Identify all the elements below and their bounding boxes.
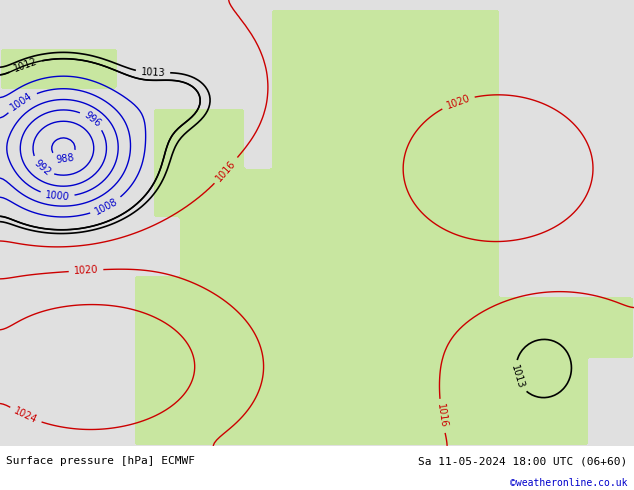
Text: ©weatheronline.co.uk: ©weatheronline.co.uk <box>510 478 628 489</box>
Text: 1008: 1008 <box>93 196 119 217</box>
Text: 1016: 1016 <box>435 403 449 429</box>
Text: 1013: 1013 <box>141 67 165 78</box>
Text: 1013: 1013 <box>509 364 526 390</box>
Text: 1020: 1020 <box>74 265 99 276</box>
Text: 1020: 1020 <box>444 93 471 111</box>
Text: 1024: 1024 <box>12 406 39 425</box>
Text: Sa 11-05-2024 18:00 UTC (06+60): Sa 11-05-2024 18:00 UTC (06+60) <box>418 456 628 466</box>
Text: 1000: 1000 <box>44 190 70 202</box>
Text: 996: 996 <box>82 110 103 129</box>
Text: 1012: 1012 <box>12 56 39 74</box>
Text: 1004: 1004 <box>9 91 35 113</box>
Text: 1016: 1016 <box>214 158 238 183</box>
Text: 992: 992 <box>32 158 53 177</box>
Text: Surface pressure [hPa] ECMWF: Surface pressure [hPa] ECMWF <box>6 456 195 466</box>
Text: 988: 988 <box>55 152 75 165</box>
